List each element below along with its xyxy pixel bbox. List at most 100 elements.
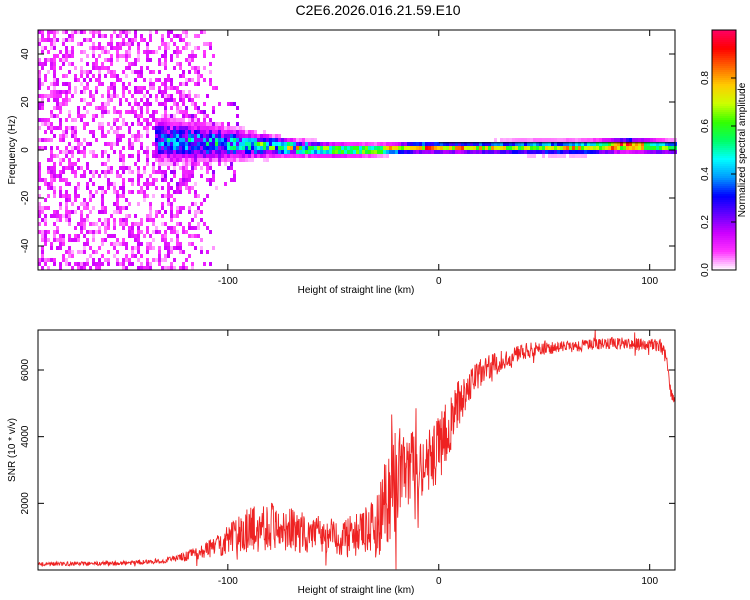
spectrogram-cell	[200, 210, 203, 214]
spectrogram-cell	[128, 30, 131, 34]
spectrogram-cell	[137, 246, 140, 250]
spectrogram-cell	[170, 130, 173, 134]
colorbar-swatch	[712, 176, 736, 179]
spectrogram-cell	[536, 146, 539, 150]
spectrogram-cell	[254, 154, 257, 158]
spectrogram-cell	[134, 114, 137, 118]
spectrogram-cell	[125, 214, 128, 218]
spectrogram-cell	[86, 74, 89, 78]
spectrogram-cell	[89, 230, 92, 234]
spectrogram-cell	[314, 138, 317, 142]
spectrogram-cell	[50, 146, 53, 150]
spectrogram-cell	[80, 30, 83, 34]
spectrogram-cell	[134, 70, 137, 74]
spectrogram-cell	[59, 134, 62, 138]
spectrogram-cell	[44, 146, 47, 150]
spectrogram-cell	[80, 150, 83, 154]
spectrogram-cell	[173, 198, 176, 202]
spectrogram-cell	[137, 170, 140, 174]
spectrogram-cell	[593, 150, 596, 154]
spectrogram-cell	[191, 218, 194, 222]
spectrogram-cell	[161, 90, 164, 94]
spectrogram-cell	[491, 146, 494, 150]
spectrogram-cell	[86, 38, 89, 42]
spectrogram-cell	[41, 82, 44, 86]
spectrogram-cell	[134, 30, 137, 34]
spectrogram-cell	[149, 214, 152, 218]
spectrogram-cell	[164, 78, 167, 82]
spectrogram-cell	[149, 266, 152, 270]
spectrogram-cell	[179, 246, 182, 250]
spectrogram-cell	[176, 158, 179, 162]
spectrogram-cell	[185, 134, 188, 138]
spectrogram-cell	[146, 50, 149, 54]
spectrogram-cell	[53, 74, 56, 78]
spectrogram-cell	[194, 210, 197, 214]
spectrogram-cell	[131, 190, 134, 194]
spectrogram-cell	[386, 150, 389, 154]
spectrogram-cell	[65, 74, 68, 78]
spectrogram-cell	[482, 150, 485, 154]
spectrogram-cell	[206, 130, 209, 134]
spectrogram-cell	[170, 266, 173, 270]
spectrogram-cell	[122, 146, 125, 150]
spectrogram-cell	[593, 142, 596, 146]
spectrogram-cell	[239, 154, 242, 158]
spectrogram-cell	[170, 162, 173, 166]
spectrogram-cell	[68, 210, 71, 214]
spectrogram-cell	[233, 170, 236, 174]
spectrogram-cell	[236, 106, 239, 110]
spectrogram-cell	[176, 162, 179, 166]
spectrogram-cell	[200, 166, 203, 170]
spectrogram-cell	[191, 266, 194, 270]
spectrogram-cell	[269, 142, 272, 146]
spectrogram-cell	[488, 146, 491, 150]
spectrogram-cell	[179, 138, 182, 142]
spectrogram-cell	[188, 114, 191, 118]
spectrogram-cell	[530, 138, 533, 142]
spectrogram-cell	[134, 110, 137, 114]
spectrogram-cell	[236, 114, 239, 118]
spectrogram-cell	[92, 250, 95, 254]
spectrogram-cell	[548, 154, 551, 158]
spectrogram-cell	[209, 262, 212, 266]
spectrogram-cell	[347, 146, 350, 150]
colorbar-swatch	[712, 94, 736, 97]
spectrogram-cell	[65, 218, 68, 222]
spectrogram-cell	[53, 178, 56, 182]
spectrogram-cell	[413, 142, 416, 146]
spectrogram-cell	[167, 202, 170, 206]
spectrogram-cell	[662, 138, 665, 142]
spectrogram-cell	[59, 242, 62, 246]
spectrogram-cell	[152, 162, 155, 166]
spectrogram-cell	[128, 62, 131, 66]
spectrogram-cell	[383, 146, 386, 150]
spectrogram-cell	[662, 146, 665, 150]
spectrogram-cell	[224, 146, 227, 150]
spectrogram-cell	[251, 154, 254, 158]
spectrogram-cell	[137, 74, 140, 78]
spectrogram-cell	[74, 138, 77, 142]
spectrogram-x-tick-label: -100	[218, 276, 238, 287]
spectrogram-cell	[119, 34, 122, 38]
spectrogram-cell	[176, 122, 179, 126]
spectrogram-cell	[326, 154, 329, 158]
spectrogram-cell	[251, 138, 254, 142]
spectrogram-cell	[308, 138, 311, 142]
colorbar-swatch	[712, 192, 736, 195]
spectrogram-cell	[194, 138, 197, 142]
spectrogram-cell	[296, 154, 299, 158]
spectrogram-cell	[41, 246, 44, 250]
spectrogram-cell	[161, 42, 164, 46]
spectrogram-cell	[227, 158, 230, 162]
spectrogram-cell	[56, 94, 59, 98]
spectrogram-cell	[170, 118, 173, 122]
colorbar-swatch	[712, 196, 736, 199]
spectrogram-cell	[161, 122, 164, 126]
spectrogram-cell	[59, 170, 62, 174]
spectrogram-cell	[155, 146, 158, 150]
spectrogram-cell	[50, 82, 53, 86]
spectrogram-cell	[53, 238, 56, 242]
spectrogram-cell	[173, 102, 176, 106]
spectrogram-cell	[128, 166, 131, 170]
